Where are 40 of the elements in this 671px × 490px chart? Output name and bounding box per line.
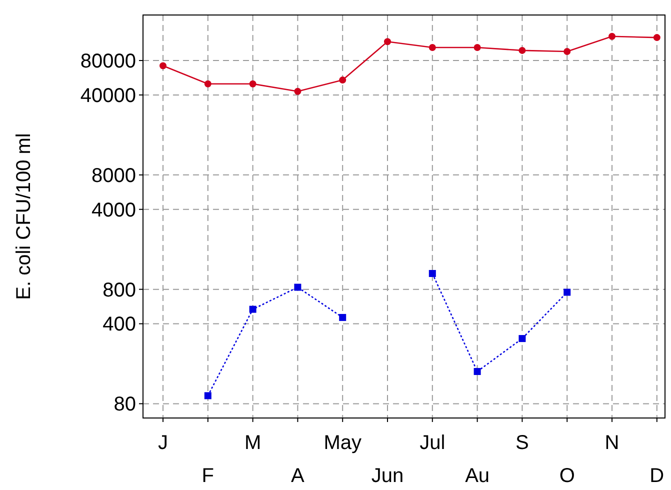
y-tick-label: 80000 [80,50,136,73]
point [204,80,212,88]
point [294,88,302,95]
point [653,34,660,42]
y-tick-label: 400 [102,314,136,336]
point [160,62,166,70]
point [428,44,436,51]
point [249,306,256,313]
x-tick-label: M [244,432,262,454]
point [294,284,302,291]
y-tick-label: 40000 [80,84,136,107]
point [564,288,571,296]
y-axis-title: E. coli CFU/100 ml [13,133,35,300]
x-tick-label: May [324,432,362,454]
point [474,44,481,51]
point [428,270,436,277]
x-tick-label: F [202,465,214,487]
y-tick-label: 4000 [92,199,136,222]
point [339,76,346,84]
x-tick-label: Jun [371,465,404,487]
x-tick-label: D [650,465,664,487]
point [204,392,212,400]
y-tick-label: 80 [114,394,136,416]
x-tick-label: Jul [420,432,446,454]
x-tick-label: A [291,465,306,487]
x-tick-label: S [516,432,529,454]
y-tick-label: 800 [102,279,136,302]
x-tick-label: Au [465,465,490,487]
point [474,368,481,375]
point [384,38,391,46]
point [518,335,526,342]
point [339,314,346,321]
point [564,48,571,55]
x-tick-label: N [604,432,620,454]
x-tick-label: O [559,465,575,487]
y-tick-label: 8000 [92,164,136,187]
x-tick-label: J [158,432,168,454]
point [608,32,616,40]
point [518,46,526,54]
point [249,80,256,88]
